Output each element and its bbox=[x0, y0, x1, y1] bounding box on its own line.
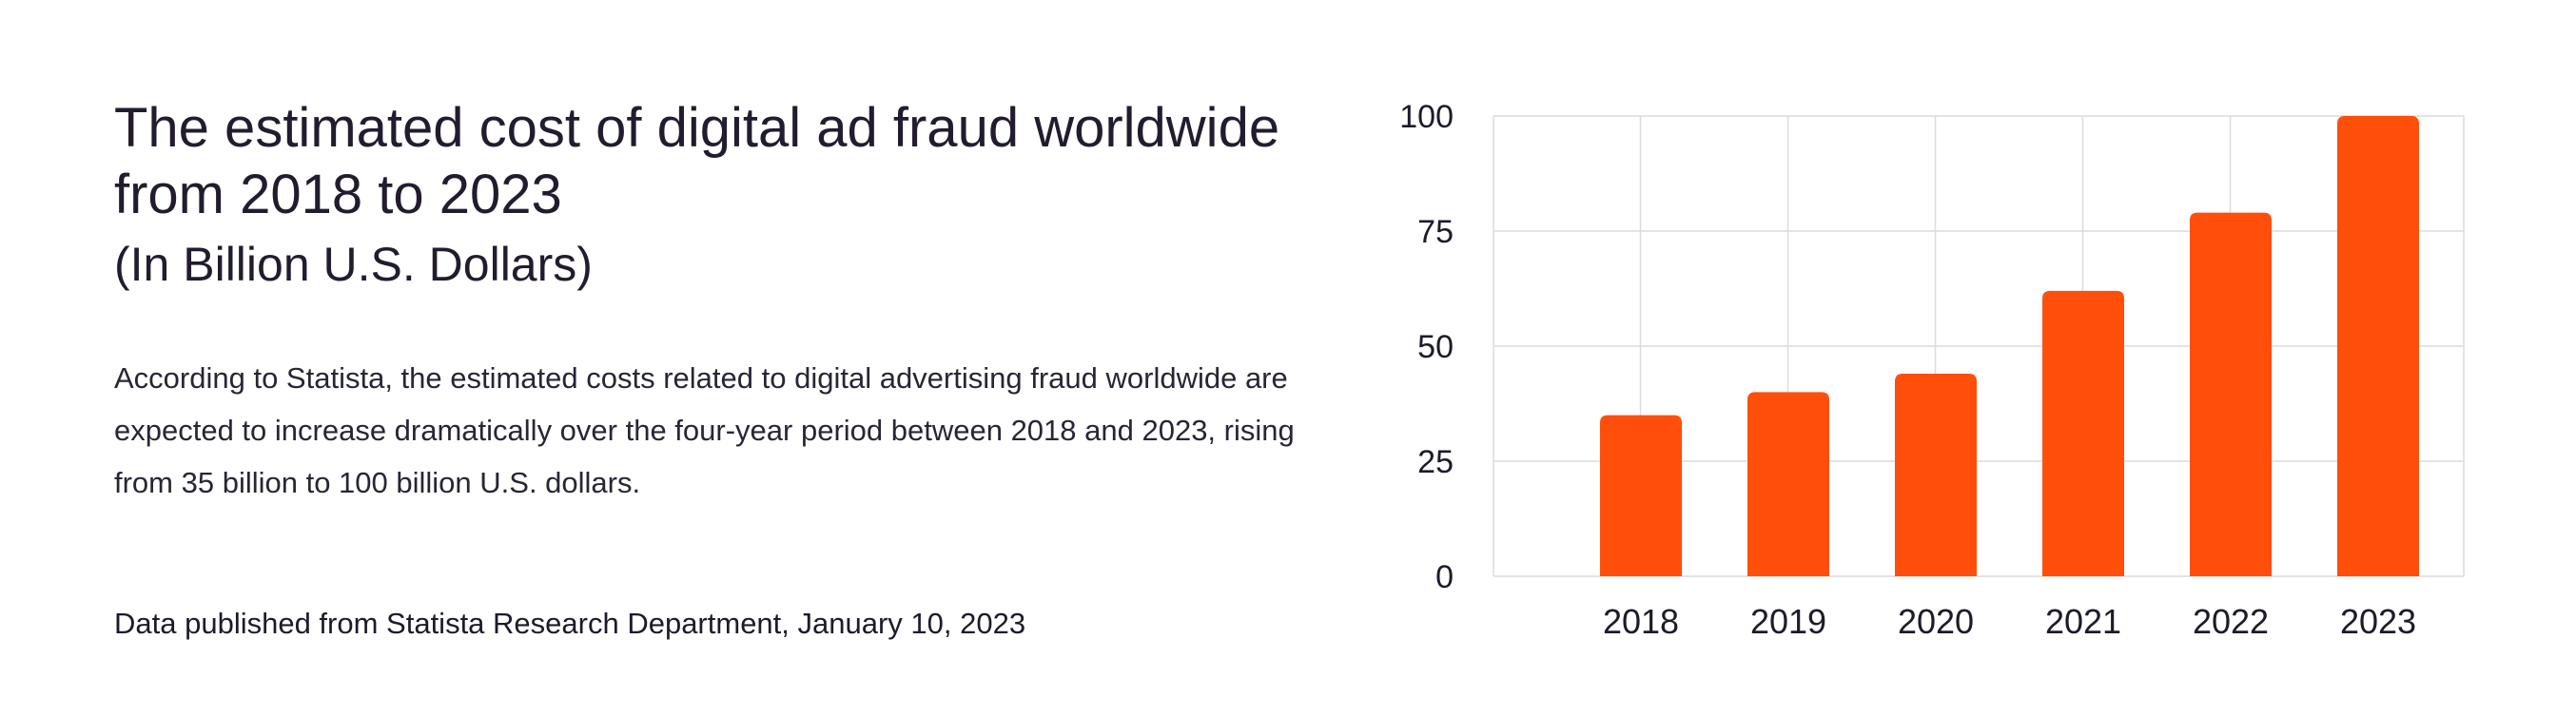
bar-chart: 0 25 50 75 100 2018 2019 2020 2021 2022 2023 bbox=[1399, 99, 2465, 641]
x-tick-label: 2018 bbox=[1603, 602, 1679, 641]
source-note: Data published from Statista Research De… bbox=[114, 607, 1026, 640]
bar-2018 bbox=[1600, 415, 1682, 576]
text-panel: The estimated cost of digital ad fraud w… bbox=[114, 95, 1332, 509]
y-tick-label: 25 bbox=[1417, 444, 1454, 480]
y-tick-label: 0 bbox=[1435, 559, 1454, 595]
x-tick-label: 2022 bbox=[2193, 602, 2269, 641]
y-tick-label: 100 bbox=[1399, 99, 1454, 135]
page-title: The estimated cost of digital ad fraud w… bbox=[114, 97, 1280, 225]
bar-2021 bbox=[2042, 290, 2124, 576]
page-subtitle: (In Billion U.S. Dollars) bbox=[114, 238, 593, 291]
bar-2023 bbox=[2337, 116, 2419, 576]
bar-2020 bbox=[1895, 374, 1977, 576]
bar-2019 bbox=[1747, 392, 1829, 576]
y-tick-label: 50 bbox=[1417, 329, 1454, 365]
bar-2022 bbox=[2190, 212, 2272, 576]
x-tick-label: 2019 bbox=[1750, 602, 1826, 641]
y-tick-label: 75 bbox=[1417, 214, 1454, 250]
x-tick-label: 2023 bbox=[2340, 602, 2416, 641]
x-tick-label: 2020 bbox=[1898, 602, 1974, 641]
description-text: According to Statista, the estimated cos… bbox=[114, 361, 1295, 499]
x-tick-label: 2021 bbox=[2045, 602, 2121, 641]
